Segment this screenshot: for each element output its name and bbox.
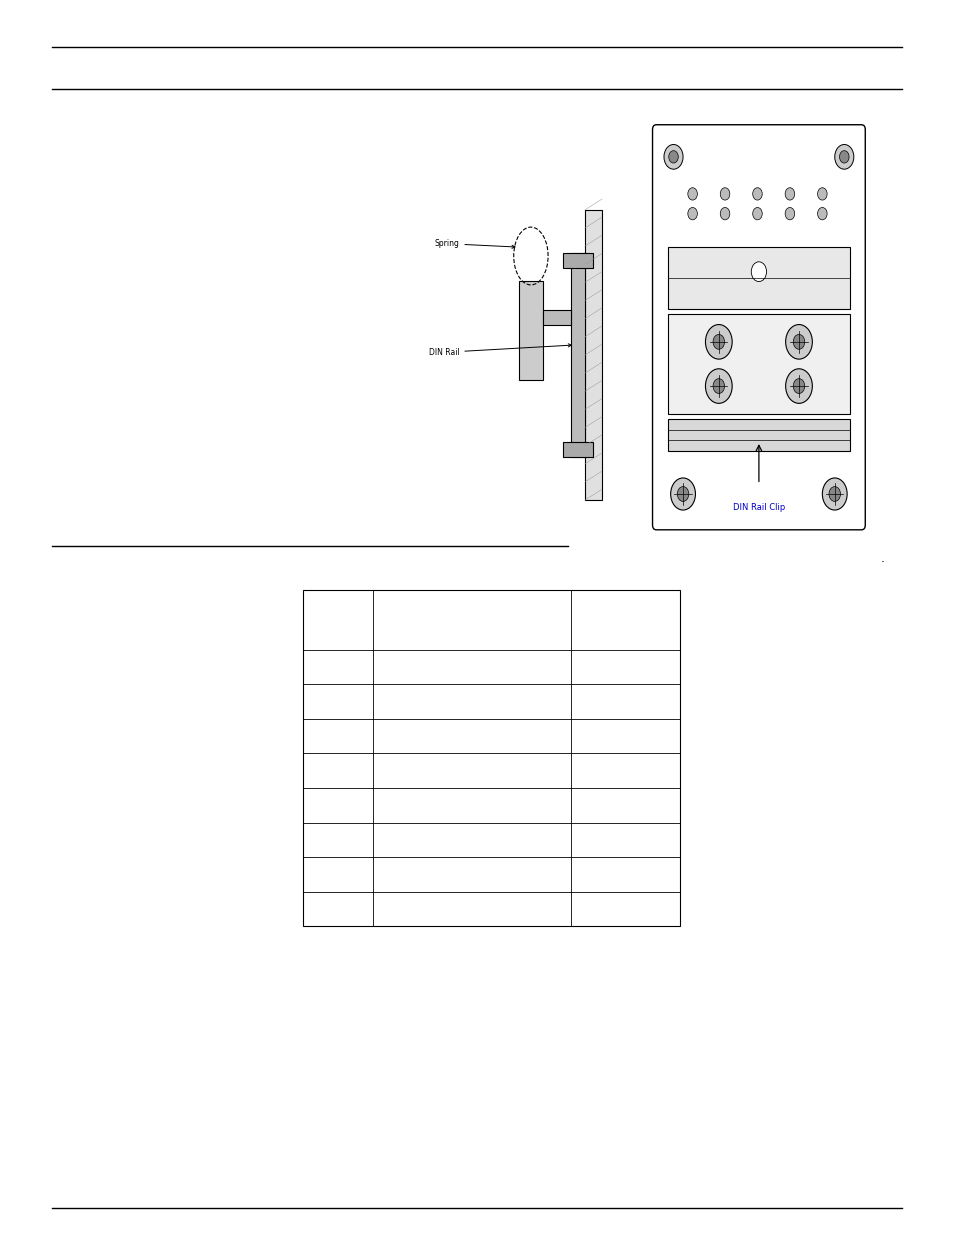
Text: DIN Rail: DIN Rail [428,343,571,357]
Circle shape [663,144,682,169]
Circle shape [793,379,804,394]
Circle shape [752,207,761,220]
Circle shape [712,379,723,394]
Circle shape [834,144,853,169]
Bar [303,590,679,926]
Circle shape [668,151,678,163]
Circle shape [785,325,812,359]
Circle shape [720,188,729,200]
Circle shape [687,207,697,220]
Text: Spring: Spring [434,240,515,248]
Circle shape [817,188,826,200]
Circle shape [785,369,812,404]
Circle shape [704,325,731,359]
Bar [562,253,593,268]
Circle shape [839,151,848,163]
Text: .: . [880,552,883,566]
Circle shape [784,188,794,200]
Bar [518,280,542,379]
Bar [542,310,571,325]
Bar [562,442,593,457]
Circle shape [821,478,846,510]
Bar [667,314,849,414]
Circle shape [784,207,794,220]
Circle shape [720,207,729,220]
Circle shape [817,207,826,220]
Circle shape [687,188,697,200]
Bar [667,419,849,451]
Circle shape [677,487,688,501]
Circle shape [670,478,695,510]
Circle shape [828,487,840,501]
Circle shape [752,188,761,200]
Circle shape [712,335,723,350]
Bar [571,253,584,457]
Text: DIN Rail Clip: DIN Rail Clip [732,503,784,511]
Circle shape [793,335,804,350]
Circle shape [704,369,731,404]
Circle shape [751,262,765,282]
Bar [667,247,849,309]
Bar [584,210,601,500]
FancyBboxPatch shape [652,125,864,530]
